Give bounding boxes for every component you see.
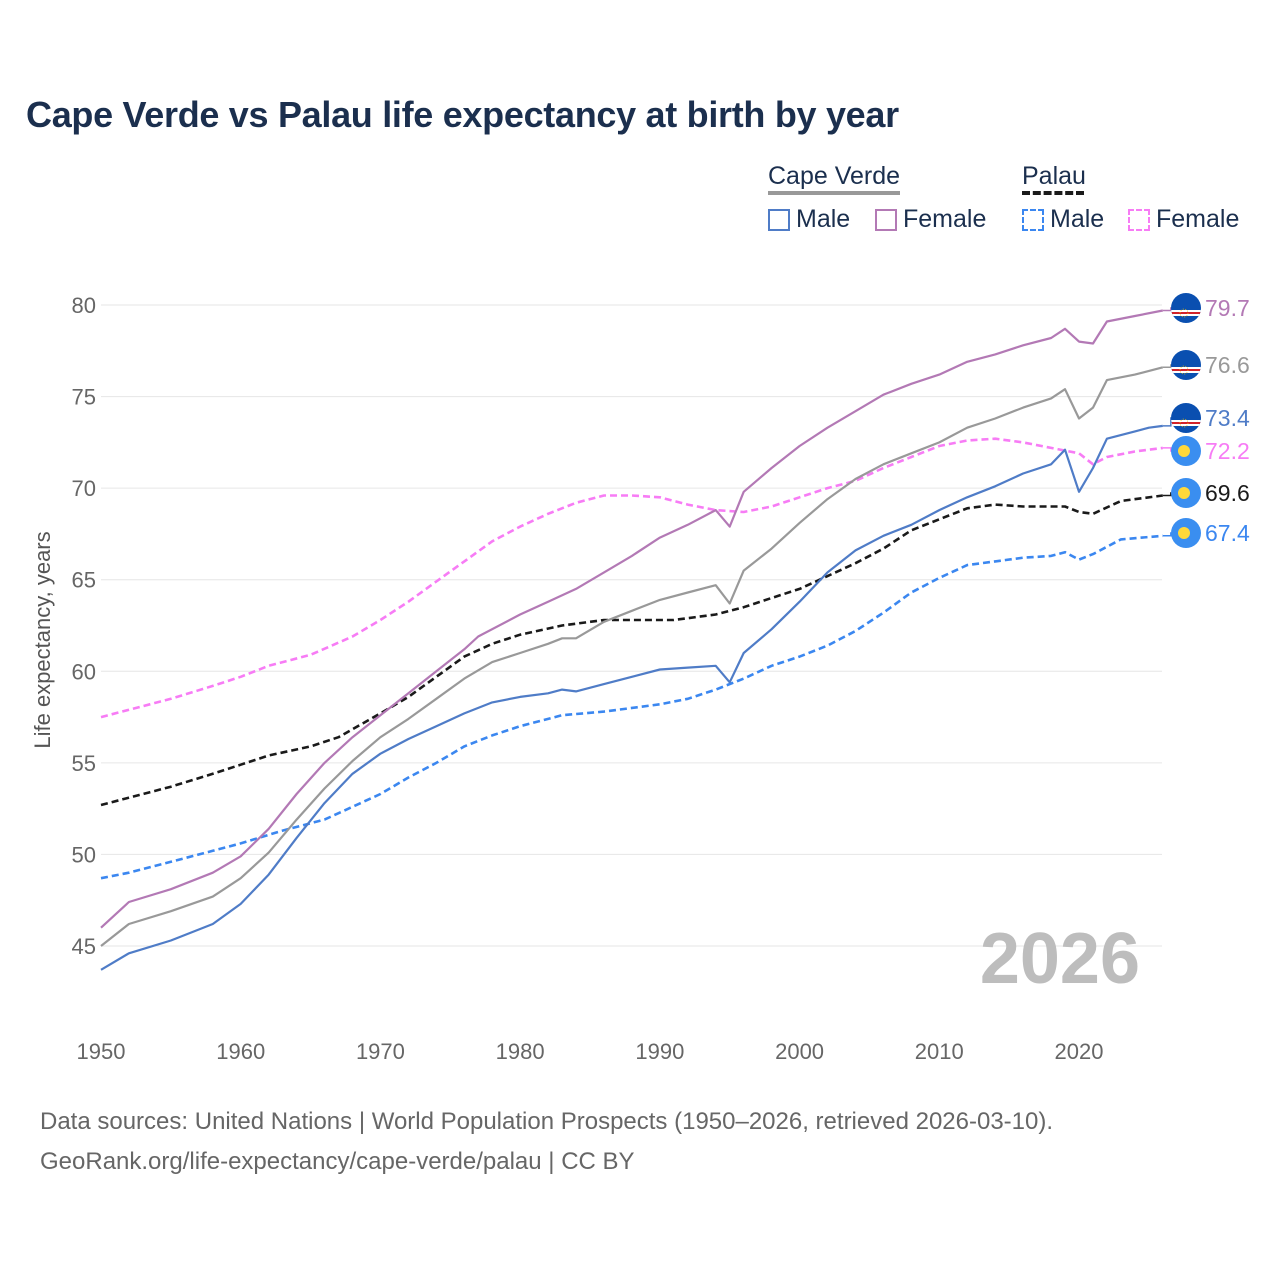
end-value-label: 72.2 bbox=[1205, 438, 1250, 464]
legend-swatch bbox=[768, 208, 790, 231]
palau-flag-icon bbox=[1171, 518, 1201, 548]
line-chart: 45 50 55 60 65 70 75 80 1950 1960 1970 1980 1990 2000… bbox=[30, 293, 1250, 1064]
legend-group-label: Palau bbox=[1022, 162, 1086, 190]
y-tick-label: 75 bbox=[72, 385, 96, 410]
palau-flag-icon bbox=[1171, 478, 1201, 508]
series-line-cape-verde-female bbox=[100, 309, 1164, 929]
series-line-cape-verde-male bbox=[100, 424, 1163, 971]
legend-swatch bbox=[1128, 208, 1150, 231]
legend-group-label: Cape Verde bbox=[768, 162, 901, 190]
x-tick-label: 2010 bbox=[915, 1039, 964, 1064]
y-tick-label: 65 bbox=[72, 568, 96, 593]
legend-label: Male bbox=[1050, 205, 1105, 233]
y-tick-label: 45 bbox=[72, 934, 96, 959]
legend-group-line bbox=[768, 191, 900, 195]
y-axis-label: Life expectancy, years bbox=[30, 531, 55, 748]
series-line-cape-verde bbox=[100, 366, 1164, 947]
cape-verde-flag-icon bbox=[1171, 350, 1201, 380]
legend-item-cape-verde-female[interactable]: Female bbox=[875, 205, 986, 234]
legend-group-line bbox=[1022, 191, 1084, 195]
series-line-palau-male bbox=[100, 534, 1163, 880]
y-tick-label: 80 bbox=[72, 293, 96, 318]
end-value-label: 73.4 bbox=[1205, 405, 1250, 431]
year-watermark: 2026 bbox=[980, 919, 1140, 999]
legend-label: Female bbox=[903, 205, 987, 233]
data-source-text: Data sources: United Nations | World Pop… bbox=[40, 1108, 1054, 1135]
legend-label: Male bbox=[796, 205, 851, 233]
end-value-label: 79.7 bbox=[1205, 295, 1250, 321]
x-tick-label: 2000 bbox=[775, 1039, 824, 1064]
y-tick-label: 60 bbox=[72, 659, 96, 684]
x-tick-label: 1960 bbox=[216, 1039, 265, 1064]
y-tick-label: 55 bbox=[72, 751, 96, 776]
legend-item-palau-female[interactable]: Female bbox=[1128, 205, 1239, 234]
x-tick-label: 1950 bbox=[77, 1039, 126, 1064]
legend-swatch bbox=[1022, 208, 1044, 231]
series-line-palau-female bbox=[100, 437, 1163, 719]
end-value-label: 69.6 bbox=[1205, 480, 1250, 506]
legend-label: Female bbox=[1156, 205, 1240, 233]
attribution-text: GeoRank.org/life-expectancy/cape-verde/p… bbox=[40, 1148, 635, 1175]
cape-verde-flag-icon bbox=[1171, 293, 1201, 323]
x-tick-label: 1990 bbox=[635, 1039, 684, 1064]
legend-group-cape-verde: Cape Verde bbox=[768, 162, 900, 195]
y-tick-label: 50 bbox=[72, 842, 96, 867]
end-value-label: 67.4 bbox=[1205, 520, 1250, 546]
end-value-label: 76.6 bbox=[1205, 352, 1250, 378]
legend-item-palau-male[interactable]: Male bbox=[1022, 205, 1104, 234]
palau-flag-icon bbox=[1171, 436, 1201, 466]
y-tick-label: 70 bbox=[72, 476, 96, 501]
legend-swatch bbox=[875, 208, 897, 231]
legend-group-palau: Palau bbox=[1022, 162, 1086, 195]
legend-item-cape-verde-male[interactable]: Male bbox=[768, 205, 850, 234]
x-tick-label: 1980 bbox=[496, 1039, 545, 1064]
x-tick-label: 1970 bbox=[356, 1039, 405, 1064]
cape-verde-flag-icon bbox=[1171, 403, 1201, 433]
x-tick-label: 2020 bbox=[1055, 1039, 1104, 1064]
chart-title: Cape Verde vs Palau life expectancy at b… bbox=[26, 94, 899, 135]
series-line-palau bbox=[100, 494, 1163, 807]
